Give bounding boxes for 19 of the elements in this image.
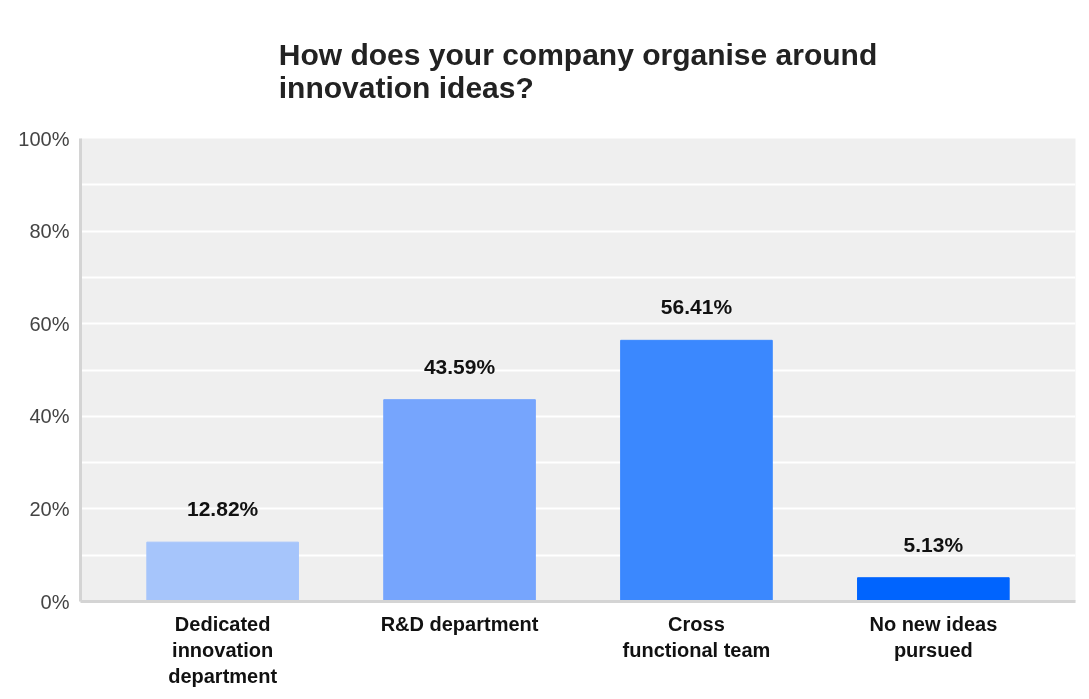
bar — [383, 399, 536, 602]
y-tick-label: 60% — [29, 312, 70, 335]
data-label: 43.59% — [423, 354, 496, 378]
bar — [620, 339, 773, 602]
y-tick-label: 40% — [29, 405, 70, 428]
x-tick-label: Cross functional team — [622, 612, 771, 661]
data-label: 56.41% — [660, 295, 733, 319]
y-tick-label: 80% — [29, 220, 70, 243]
y-tick-label: 20% — [29, 497, 70, 520]
y-tick-label: 0% — [40, 590, 70, 613]
y-tick-label: 100% — [18, 127, 70, 150]
bar — [146, 541, 299, 602]
bar — [857, 577, 1010, 602]
x-tick-label: No new ideas pursued — [869, 612, 998, 661]
chart-title: How does your company organise around innovation ideas? — [278, 37, 878, 104]
data-label: 5.13% — [903, 532, 964, 556]
x-tick-label: Dedicated innovation department — [168, 612, 278, 688]
x-tick-label: R&D department — [380, 612, 539, 635]
data-label: 12.82% — [187, 497, 259, 521]
